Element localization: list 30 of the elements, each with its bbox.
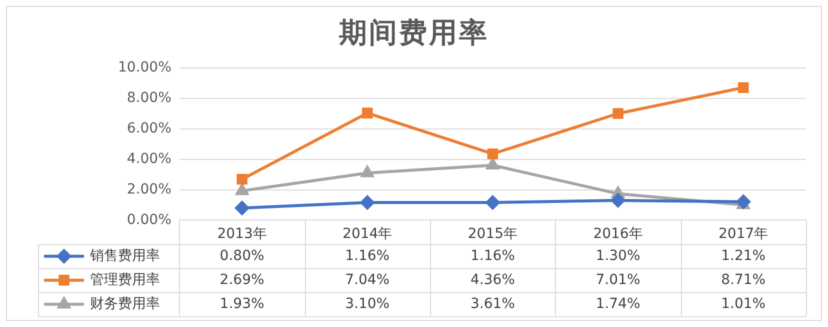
data-label: 1.16% xyxy=(345,248,390,264)
data-label: 1.74% xyxy=(596,296,640,312)
data-label: 3.61% xyxy=(470,296,515,312)
data-label: 1.21% xyxy=(721,248,766,264)
legend-label: 销售费用率 xyxy=(89,248,160,264)
x-tick-label: 2014年 xyxy=(342,226,392,242)
x-tick-label: 2013年 xyxy=(217,226,267,242)
data-label: 0.80% xyxy=(220,248,264,264)
legend-label: 财务费用率 xyxy=(90,296,160,312)
y-tick-label: 6.00% xyxy=(126,120,172,137)
data-label: 1.01% xyxy=(721,296,766,312)
data-label: 4.36% xyxy=(470,272,515,288)
y-tick-label: 8.00% xyxy=(126,90,172,106)
data-label: 1.16% xyxy=(470,248,515,264)
y-tick-label: 4.00% xyxy=(126,150,172,167)
chart-title: 期间费用率 xyxy=(338,15,490,51)
y-tick-label: 0.00% xyxy=(126,212,172,228)
data-label: 3.10% xyxy=(345,296,390,312)
data-label: 8.71% xyxy=(721,272,766,288)
data-label: 2.69% xyxy=(220,272,264,288)
data-label: 7.01% xyxy=(596,272,640,288)
y-tick-label: 2.00% xyxy=(126,181,172,198)
data-label: 1.93% xyxy=(220,296,264,312)
legend-label: 管理费用率 xyxy=(90,272,160,288)
x-tick-label: 2017年 xyxy=(718,226,768,242)
data-label: 7.04% xyxy=(345,272,390,288)
y-tick-label: 10.00% xyxy=(118,60,172,76)
x-tick-label: 2015年 xyxy=(468,226,518,242)
x-tick-label: 2016年 xyxy=(593,226,643,242)
data-label: 1.30% xyxy=(596,248,640,264)
